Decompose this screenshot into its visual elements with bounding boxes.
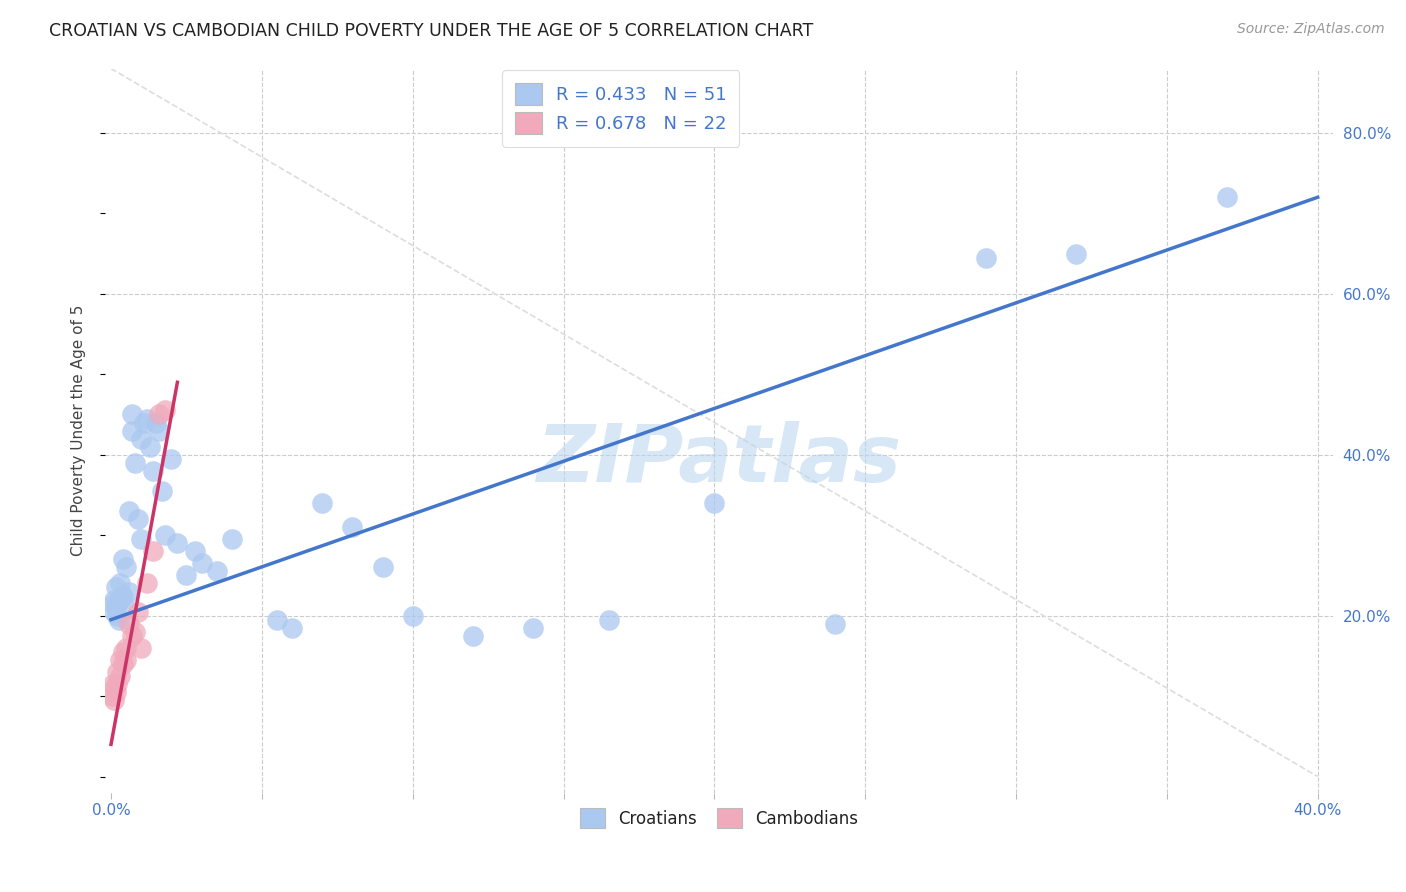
Point <box>115 560 138 574</box>
Point <box>112 645 135 659</box>
Point <box>127 512 149 526</box>
Point <box>112 552 135 566</box>
Text: Source: ZipAtlas.com: Source: ZipAtlas.com <box>1237 22 1385 37</box>
Point <box>266 613 288 627</box>
Text: CROATIAN VS CAMBODIAN CHILD POVERTY UNDER THE AGE OF 5 CORRELATION CHART: CROATIAN VS CAMBODIAN CHILD POVERTY UNDE… <box>49 22 814 40</box>
Point <box>281 621 304 635</box>
Point <box>974 251 997 265</box>
Point <box>148 424 170 438</box>
Point <box>103 605 125 619</box>
Point <box>184 544 207 558</box>
Point <box>115 600 138 615</box>
Point <box>129 532 152 546</box>
Point <box>155 528 177 542</box>
Point <box>176 568 198 582</box>
Point <box>824 616 846 631</box>
Point <box>115 640 138 655</box>
Point <box>142 544 165 558</box>
Point <box>205 565 228 579</box>
Point <box>110 589 132 603</box>
Point <box>311 496 333 510</box>
Point <box>108 669 131 683</box>
Point <box>118 584 141 599</box>
Point <box>703 496 725 510</box>
Point <box>342 520 364 534</box>
Point <box>103 592 125 607</box>
Point <box>148 408 170 422</box>
Point <box>118 616 141 631</box>
Point <box>221 532 243 546</box>
Point <box>121 408 143 422</box>
Point <box>101 597 124 611</box>
Point <box>101 677 124 691</box>
Point <box>107 613 129 627</box>
Point <box>105 597 128 611</box>
Point <box>112 589 135 603</box>
Point <box>190 557 212 571</box>
Point <box>160 451 183 466</box>
Point <box>104 581 127 595</box>
Point <box>461 629 484 643</box>
Point <box>139 440 162 454</box>
Point <box>121 424 143 438</box>
Legend: Croatians, Cambodians: Croatians, Cambodians <box>574 801 865 835</box>
Point <box>522 621 544 635</box>
Point <box>371 560 394 574</box>
Point <box>136 411 159 425</box>
Point <box>121 629 143 643</box>
Point <box>134 416 156 430</box>
Point <box>101 689 124 703</box>
Point <box>402 608 425 623</box>
Point <box>166 536 188 550</box>
Point <box>155 403 177 417</box>
Point <box>1216 190 1239 204</box>
Text: ZIPatlas: ZIPatlas <box>536 420 901 499</box>
Point <box>103 681 125 695</box>
Point <box>129 432 152 446</box>
Point <box>105 665 128 679</box>
Point <box>150 483 173 498</box>
Point <box>118 504 141 518</box>
Point <box>145 416 167 430</box>
Point <box>129 640 152 655</box>
Point <box>112 657 135 671</box>
Point <box>103 693 125 707</box>
Point <box>108 592 131 607</box>
Point <box>124 624 146 639</box>
Point <box>104 685 127 699</box>
Point <box>1066 246 1088 260</box>
Point <box>105 608 128 623</box>
Point <box>136 576 159 591</box>
Y-axis label: Child Poverty Under the Age of 5: Child Poverty Under the Age of 5 <box>72 305 86 557</box>
Point <box>598 613 620 627</box>
Point <box>108 576 131 591</box>
Point <box>124 456 146 470</box>
Point <box>108 653 131 667</box>
Point <box>142 464 165 478</box>
Point <box>115 653 138 667</box>
Point <box>127 605 149 619</box>
Point <box>105 677 128 691</box>
